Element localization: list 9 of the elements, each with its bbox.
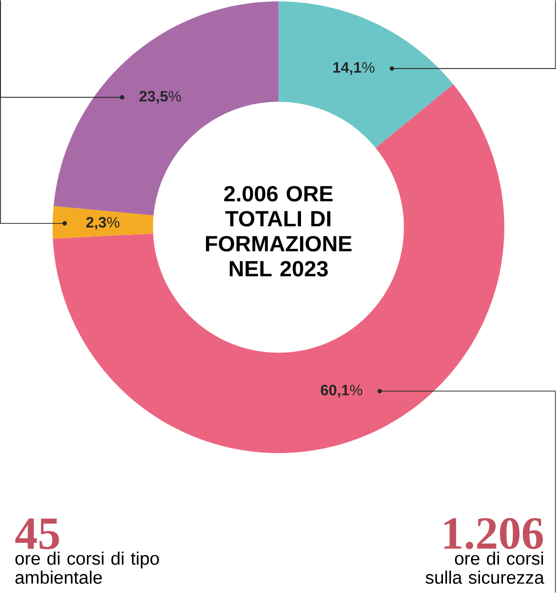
- text: 45: [15, 518, 60, 550]
- data-label: 2,3%: [86, 216, 120, 230]
- data-label: 14,1%: [333, 62, 375, 75]
- text: ore di corsi di tipo ambientale: [15, 552, 159, 584]
- text: 2.006 ORE TOTALI DI FORMAZIONE NEL 2023: [206, 186, 352, 277]
- data-label: 23,5%: [140, 90, 182, 104]
- text: ore di corsi sulla sicurezza: [426, 552, 544, 584]
- text: 1.206: [444, 518, 543, 550]
- data-label: 60,1%: [320, 384, 362, 398]
